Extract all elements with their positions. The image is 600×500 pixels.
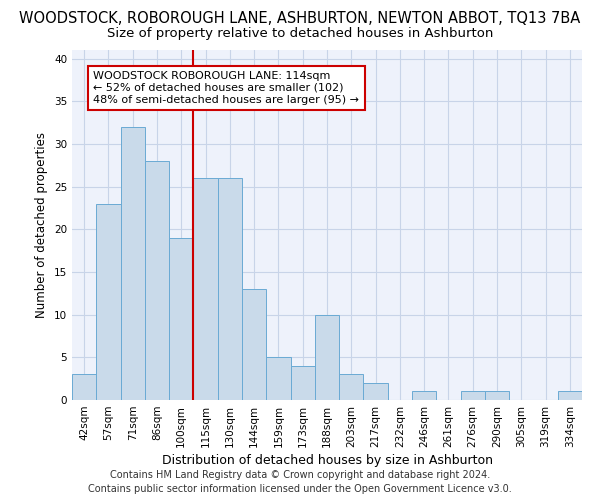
Bar — [485, 392, 509, 400]
Bar — [461, 392, 485, 400]
Bar — [290, 366, 315, 400]
Bar — [72, 374, 96, 400]
Bar — [169, 238, 193, 400]
X-axis label: Distribution of detached houses by size in Ashburton: Distribution of detached houses by size … — [161, 454, 493, 467]
Bar — [412, 392, 436, 400]
Text: WOODSTOCK, ROBOROUGH LANE, ASHBURTON, NEWTON ABBOT, TQ13 7BA: WOODSTOCK, ROBOROUGH LANE, ASHBURTON, NE… — [19, 11, 581, 26]
Bar — [193, 178, 218, 400]
Bar — [266, 358, 290, 400]
Text: Size of property relative to detached houses in Ashburton: Size of property relative to detached ho… — [107, 28, 493, 40]
Bar — [96, 204, 121, 400]
Bar — [242, 289, 266, 400]
Bar — [121, 127, 145, 400]
Bar — [339, 374, 364, 400]
Bar — [218, 178, 242, 400]
Bar — [558, 392, 582, 400]
Text: WOODSTOCK ROBOROUGH LANE: 114sqm
← 52% of detached houses are smaller (102)
48% : WOODSTOCK ROBOROUGH LANE: 114sqm ← 52% o… — [94, 72, 359, 104]
Bar — [315, 314, 339, 400]
Bar — [364, 383, 388, 400]
Y-axis label: Number of detached properties: Number of detached properties — [35, 132, 49, 318]
Text: Contains HM Land Registry data © Crown copyright and database right 2024.
Contai: Contains HM Land Registry data © Crown c… — [88, 470, 512, 494]
Bar — [145, 161, 169, 400]
